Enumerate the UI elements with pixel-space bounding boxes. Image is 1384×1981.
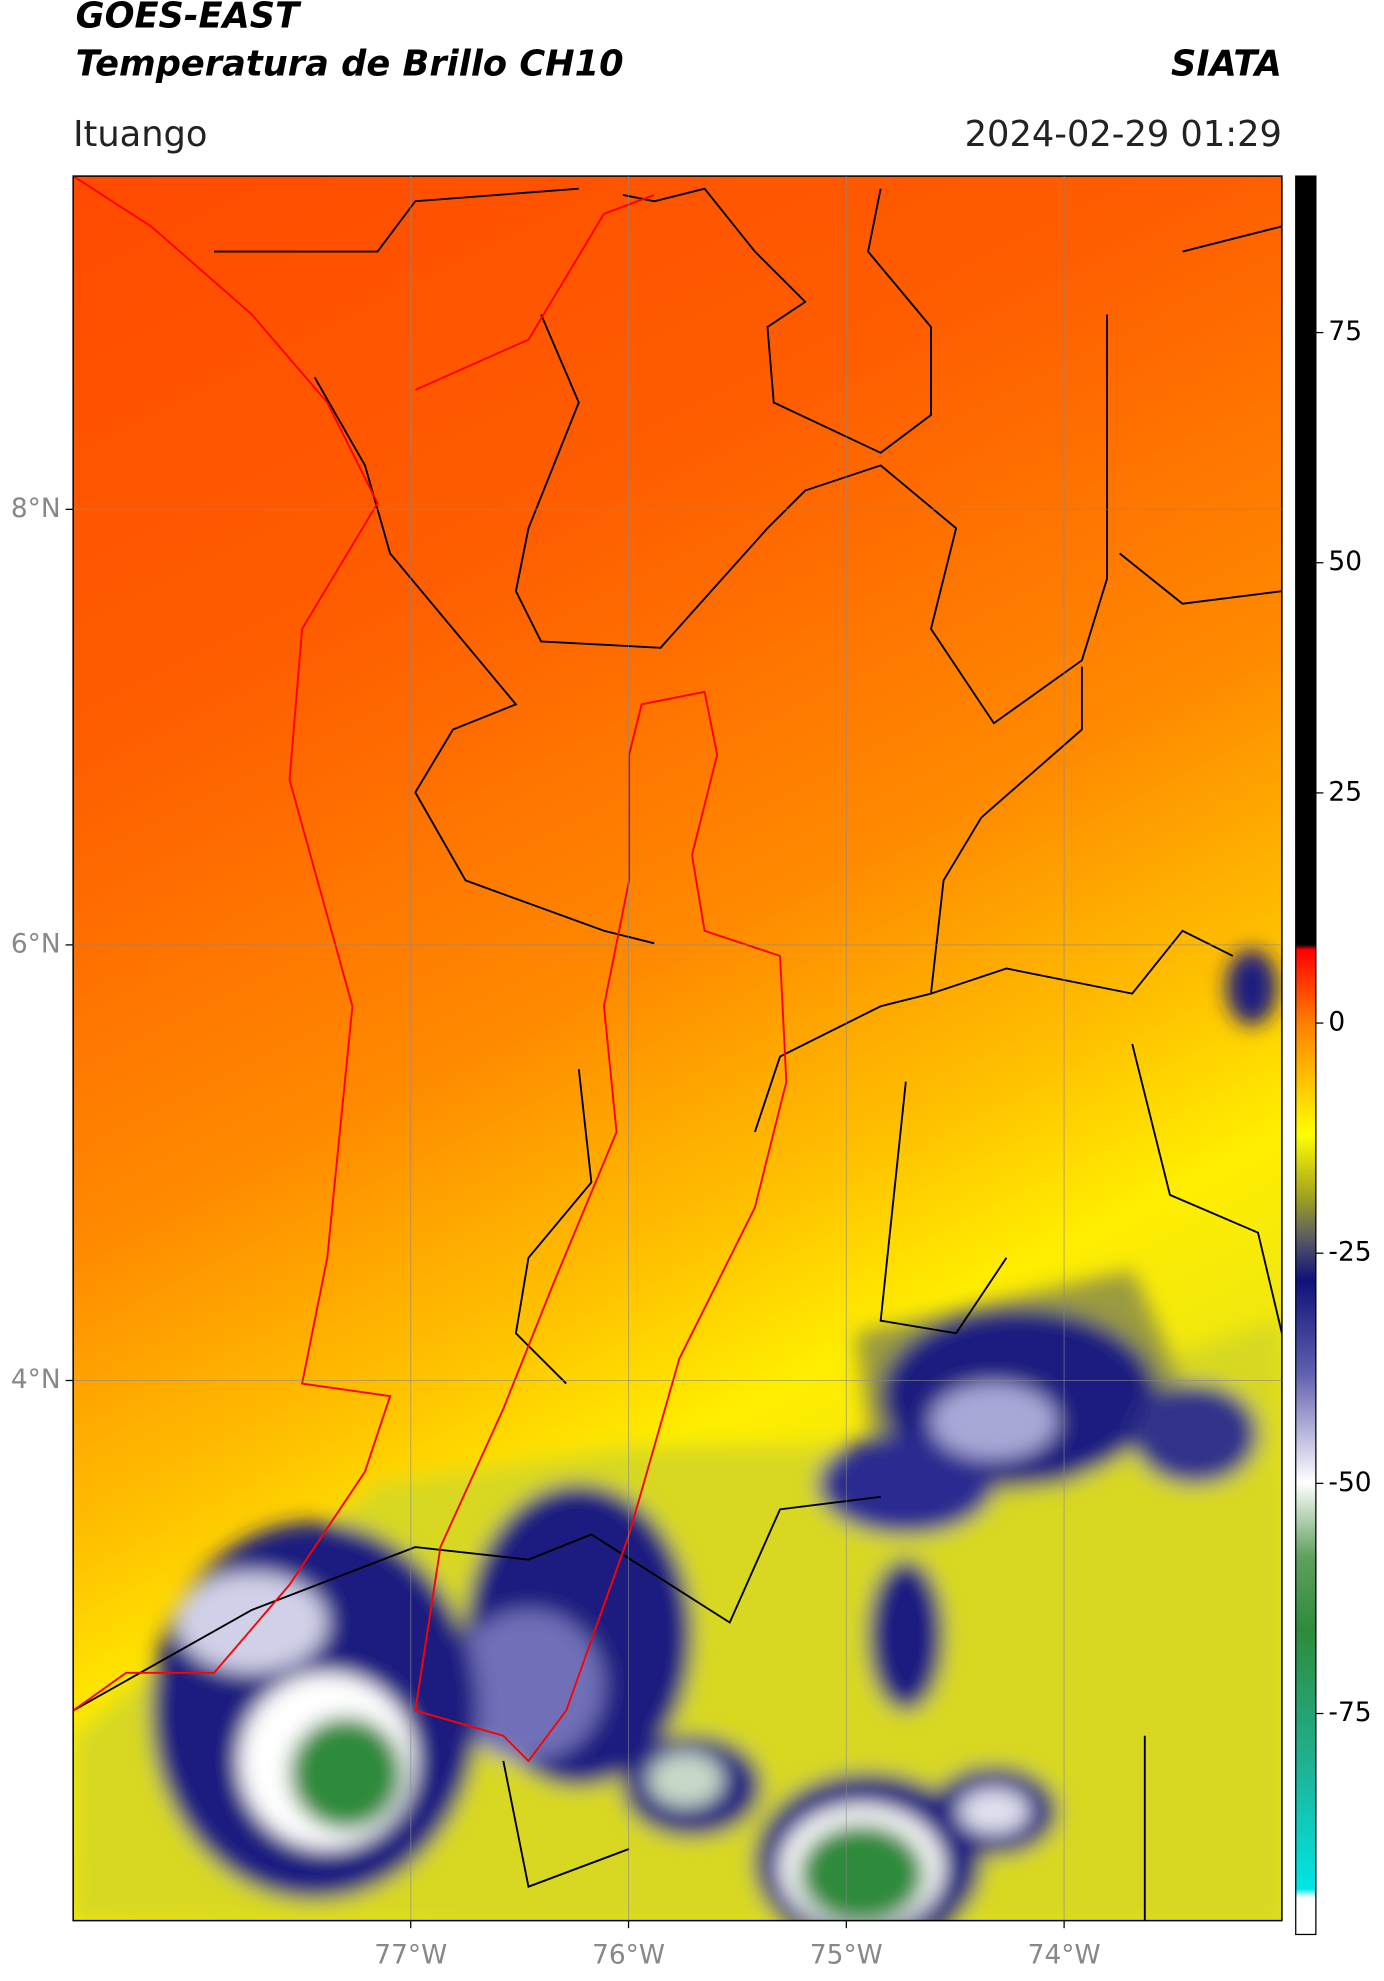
datetime: 2024-02-29 01:29 — [965, 114, 1282, 155]
colorbar-tick-label: 75 — [1328, 316, 1362, 347]
x-tick-label: 75°W — [810, 1939, 883, 1970]
colorbar-tick-label: 50 — [1328, 546, 1362, 577]
x-tick-label: 76°W — [592, 1939, 665, 1970]
y-tick-label: 6°N — [11, 928, 61, 959]
map — [73, 176, 1282, 1921]
subtitle: Temperatura de Brillo CH10 — [76, 43, 624, 84]
location: Ituango — [73, 114, 207, 155]
source: SIATA — [1171, 43, 1282, 84]
cloud-field — [73, 949, 1282, 1921]
map-frame — [72, 175, 1283, 1922]
y-tick-label: 8°N — [11, 493, 61, 524]
colorbar-tick-label: 25 — [1328, 776, 1362, 807]
title: GOES-EAST — [76, 0, 302, 37]
colorbar-tick-label: -75 — [1328, 1697, 1371, 1728]
x-tick-label: 74°W — [1028, 1939, 1101, 1970]
colorbar-axis: 75 50 25 0 -25 -50 -75 — [1315, 316, 1372, 1728]
boundaries — [73, 187, 1282, 1921]
colorbar — [1295, 175, 1317, 1936]
coast-and-basin — [73, 176, 788, 1763]
x-tick-label: 77°W — [374, 1939, 447, 1970]
axes: 77°W 76°W 75°W 74°W 8°N 6°N 4°N — [11, 176, 1282, 1970]
colorbar-tick-label: -25 — [1328, 1237, 1371, 1268]
colorbar-tick-label: 0 — [1328, 1007, 1345, 1038]
y-tick-label: 4°N — [11, 1364, 61, 1395]
colorbar-tick-label: -50 — [1328, 1467, 1371, 1498]
